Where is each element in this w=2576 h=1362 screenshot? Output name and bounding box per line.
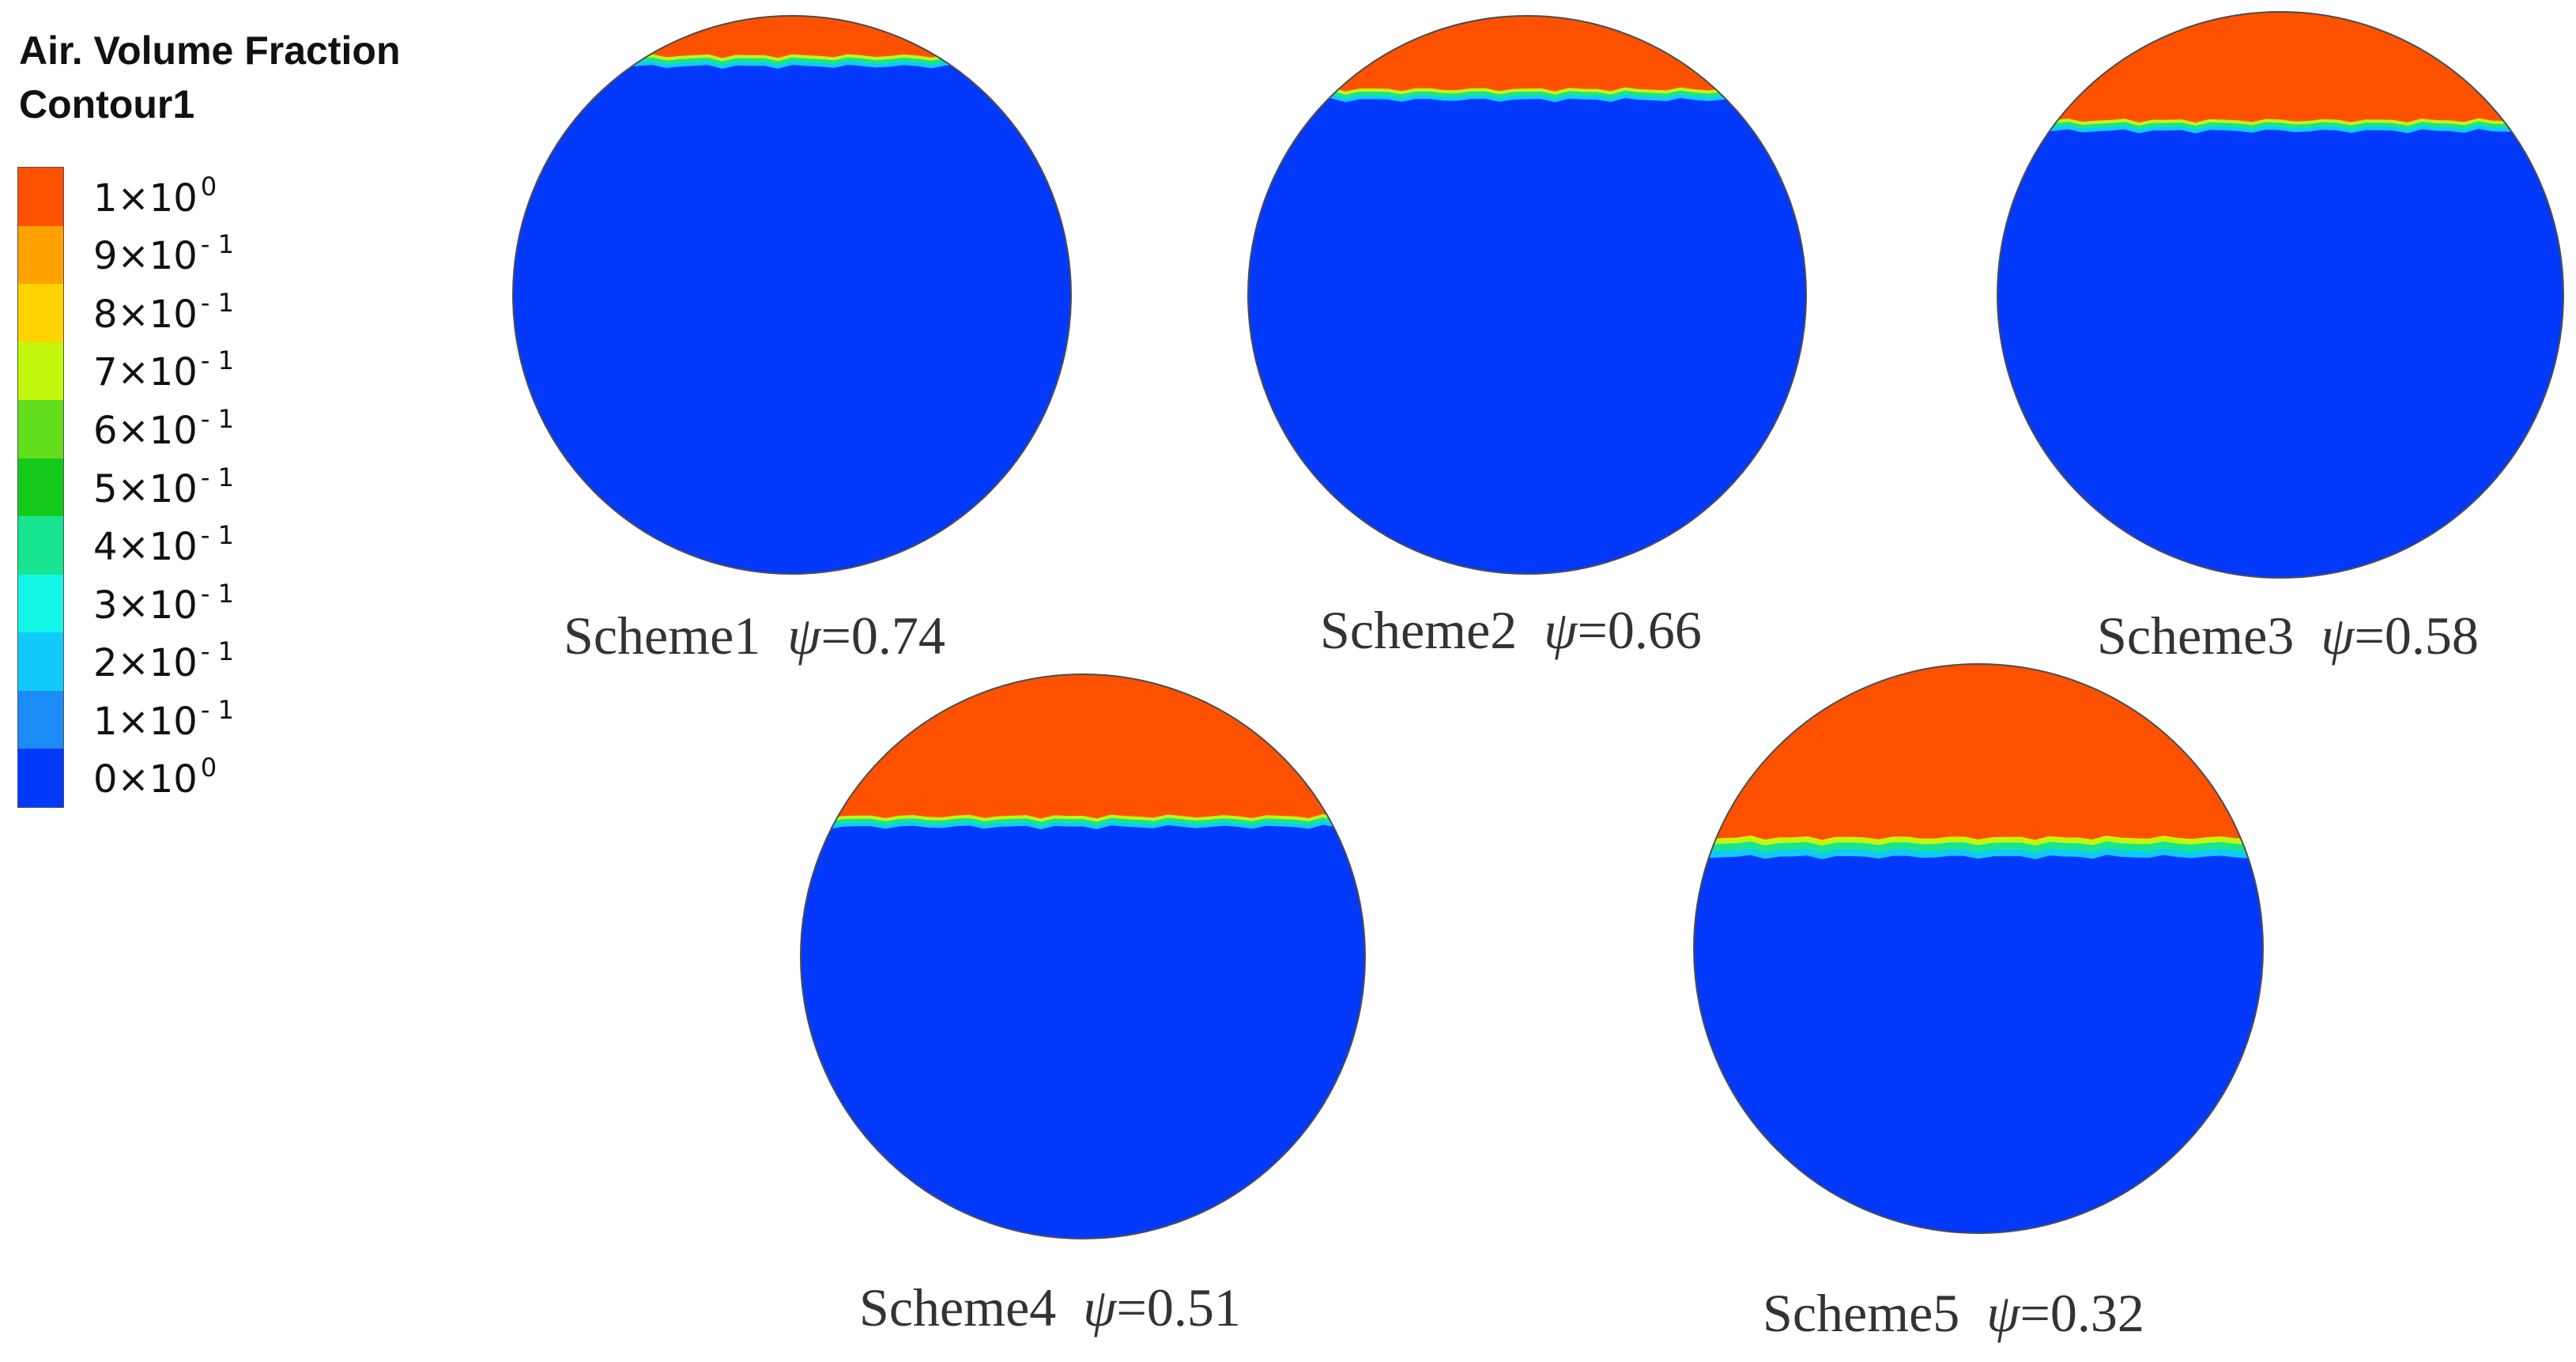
- legend-tick-exponent: - 1: [200, 229, 234, 260]
- scheme5-outline: [1693, 663, 2264, 1234]
- air-region: [513, 16, 1071, 61]
- scheme2-label: Scheme2: [1320, 600, 1518, 660]
- legend-swatch-3: [18, 341, 63, 401]
- air-region: [1248, 16, 1806, 94]
- legend-tick-label-6: 4×10- 1: [93, 520, 234, 569]
- air-region: [1997, 12, 2563, 126]
- interface-band-low: [1248, 92, 1806, 103]
- scheme3-psi-value: =0.58: [2354, 606, 2479, 666]
- legend-tick-label-0: 1×10 0: [93, 172, 217, 221]
- scheme1-caption: Scheme1 ψ=0.74: [564, 605, 945, 667]
- legend-tick-label-8: 2×10- 1: [93, 636, 234, 685]
- legend-tick-mantissa: 4×10: [93, 525, 198, 570]
- scheme3-contour: [1997, 12, 2563, 578]
- legend-tick-label-5: 5×10- 1: [93, 462, 234, 511]
- scheme1-psi-value: =0.74: [820, 606, 945, 666]
- interface-band-high: [1248, 87, 1806, 95]
- scheme4-label: Scheme4: [859, 1277, 1057, 1337]
- legend-tick-mantissa: 1×10: [93, 175, 198, 221]
- interface-band-mid: [1997, 120, 2563, 130]
- legend-tick-label-9: 1×10- 1: [93, 695, 234, 744]
- legend-swatch-0: [18, 168, 63, 226]
- legend-tick-mantissa: 2×10: [93, 641, 198, 686]
- legend-swatch-1: [18, 225, 63, 285]
- legend-tick-mantissa: 0×10: [93, 757, 198, 802]
- legend-tick-mantissa: 6×10: [93, 408, 198, 453]
- scheme5-caption: Scheme5 ψ=0.32: [1763, 1282, 2144, 1345]
- interface-band-low: [1694, 844, 2263, 859]
- interface-band-mid: [1248, 89, 1806, 99]
- scheme5-psi-symbol: ψ: [1986, 1283, 2020, 1343]
- legend-title-line2: Contour1: [19, 82, 195, 126]
- interface-band-low: [1997, 123, 2563, 134]
- scheme1-contour: [513, 16, 1071, 574]
- scheme2-psi-symbol: ψ: [1544, 600, 1578, 660]
- scheme4-contour: [801, 674, 1365, 1239]
- interface-band-high: [1997, 118, 2563, 126]
- legend-tick-exponent: 0: [200, 753, 217, 783]
- scheme2-psi-value: =0.66: [1577, 600, 1702, 660]
- legend-swatch-4: [18, 400, 63, 458]
- scheme4-caption: Scheme4 ψ=0.51: [859, 1277, 1241, 1339]
- legend-title: Air. Volume Fraction Contour1: [19, 24, 401, 131]
- legend-tick-label-3: 7×10- 1: [93, 345, 234, 394]
- legend-tick-exponent: - 1: [200, 520, 234, 551]
- scheme3-label: Scheme3: [2097, 606, 2295, 666]
- scheme3-psi-symbol: ψ: [2321, 606, 2355, 666]
- scheme5-label: Scheme5: [1763, 1283, 1960, 1343]
- legend-tick-label-10: 0×10 0: [93, 753, 217, 802]
- legend-tick-mantissa: 3×10: [93, 583, 198, 628]
- scheme4-psi-value: =0.51: [1116, 1277, 1241, 1337]
- legend-color-bar: [17, 167, 64, 808]
- legend-tick-label-7: 3×10- 1: [93, 579, 234, 628]
- scheme2-caption: Scheme2 ψ=0.66: [1320, 599, 1702, 662]
- legend-swatch-10: [18, 749, 63, 808]
- scheme5-psi-value: =0.32: [2020, 1283, 2144, 1343]
- legend-swatch-5: [18, 458, 63, 517]
- interface-band-mid: [1694, 839, 2263, 853]
- legend-swatch-6: [18, 516, 63, 575]
- scheme3-caption: Scheme3 ψ=0.58: [2097, 605, 2479, 667]
- scheme2-contour: [1248, 16, 1806, 574]
- water-region: [1248, 16, 1806, 574]
- legend-swatch-8: [18, 632, 63, 691]
- scheme1-outline: [512, 15, 1072, 575]
- legend-tick-exponent: - 1: [200, 462, 234, 492]
- legend-swatch-7: [18, 574, 63, 633]
- interface-band-high: [1694, 836, 2263, 846]
- legend-title-line1: Air. Volume Fraction: [19, 28, 401, 73]
- water-region: [513, 16, 1071, 574]
- air-region: [1694, 664, 2263, 847]
- interface-band-mid: [801, 816, 1365, 826]
- interface-band-high: [801, 813, 1365, 822]
- legend-tick-exponent: - 1: [200, 403, 234, 434]
- legend-tick-mantissa: 8×10: [93, 292, 198, 337]
- interface-band-low: [801, 819, 1365, 830]
- legend-tick-label-2: 8×10- 1: [93, 288, 234, 337]
- scheme5-contour: [1694, 664, 2263, 1233]
- scheme4-psi-symbol: ψ: [1083, 1277, 1117, 1337]
- legend-tick-mantissa: 5×10: [93, 466, 198, 511]
- legend-tick-exponent: - 1: [200, 578, 234, 609]
- legend-tick-exponent: - 1: [200, 287, 234, 318]
- legend-tick-label-1: 9×10- 1: [93, 229, 234, 278]
- legend-tick-exponent: - 1: [200, 636, 234, 667]
- legend-tick-label-4: 6×10- 1: [93, 404, 234, 453]
- legend-tick-exponent: 0: [200, 171, 217, 202]
- scheme1-label: Scheme1: [564, 606, 761, 666]
- scheme1-psi-symbol: ψ: [787, 606, 821, 666]
- legend-tick-mantissa: 9×10: [93, 234, 198, 279]
- legend-swatch-2: [18, 284, 63, 342]
- legend-tick-mantissa: 1×10: [93, 699, 198, 744]
- legend-tick-exponent: - 1: [200, 694, 234, 725]
- legend-swatch-9: [18, 690, 63, 749]
- legend-tick-mantissa: 7×10: [93, 350, 198, 395]
- legend-tick-exponent: - 1: [200, 345, 234, 376]
- scheme4-outline: [800, 673, 1366, 1239]
- scheme2-outline: [1247, 15, 1807, 575]
- scheme3-outline: [1997, 11, 2564, 579]
- air-region: [801, 674, 1365, 821]
